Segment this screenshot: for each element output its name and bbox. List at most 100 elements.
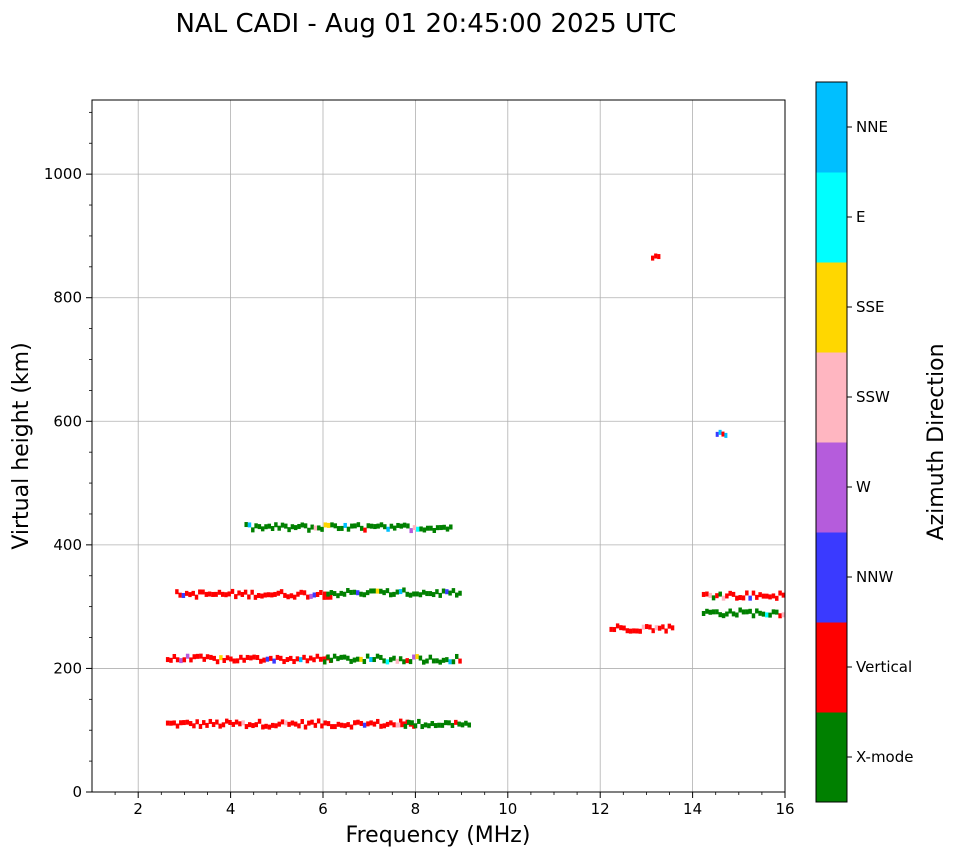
echo-mark — [396, 522, 400, 528]
echo-mark — [273, 591, 277, 597]
echo-mark — [449, 524, 453, 530]
echo-mark — [464, 720, 468, 726]
echo-mark — [447, 720, 451, 726]
y-tick-label: 800 — [53, 289, 82, 307]
x-tick-label: 4 — [226, 800, 236, 818]
echo-mark — [375, 653, 380, 659]
echo-mark — [435, 589, 439, 595]
echo-mark — [781, 592, 786, 598]
echo-mark — [353, 523, 357, 529]
echo-mark — [207, 591, 212, 597]
echo-mark — [211, 591, 215, 597]
echo-mark — [264, 723, 268, 729]
echo-mark — [307, 720, 311, 726]
echo-mark — [408, 659, 413, 665]
echo-mark — [289, 593, 294, 599]
echo-mark — [185, 719, 190, 725]
x-tick-label: 14 — [683, 800, 702, 818]
echo-mark — [194, 594, 199, 600]
echo-mark — [326, 654, 330, 660]
echo-mark — [346, 655, 350, 661]
echo-mark — [454, 719, 458, 725]
echo-mark — [256, 593, 261, 599]
echo-mark — [292, 659, 296, 665]
echo-mark — [615, 623, 620, 629]
echo-mark — [718, 612, 722, 618]
echo-mark — [234, 594, 238, 600]
echo-mark — [172, 720, 176, 726]
echo-mark — [718, 429, 722, 435]
echo-mark — [195, 653, 200, 659]
echo-marks — [165, 253, 786, 730]
echo-mark — [612, 627, 617, 633]
azimuth-colorbar: X-mode Vertical NNW W SSW SSE E NNE — [815, 81, 913, 803]
echo-mark — [270, 722, 275, 728]
echo-mark — [333, 523, 338, 529]
echo-mark — [224, 592, 228, 598]
echo-mark — [295, 656, 300, 662]
echo-mark — [356, 719, 360, 725]
echo-mark — [260, 593, 264, 599]
echo-mark — [350, 523, 354, 529]
echo-mark — [208, 718, 213, 724]
echo-mark — [339, 590, 343, 596]
echo-mark — [748, 608, 752, 614]
echo-mark — [342, 591, 347, 597]
echo-mark — [231, 721, 236, 727]
echo-mark — [372, 721, 377, 727]
echo-mark — [349, 589, 353, 595]
echo-mark — [373, 524, 377, 530]
echo-mark — [293, 721, 298, 727]
echo-mark — [372, 657, 376, 663]
y-tick-label: 0 — [72, 783, 82, 801]
echo-mark — [270, 592, 274, 598]
echo-mark — [365, 653, 370, 659]
echo-mark — [657, 254, 661, 260]
echo-mark — [181, 593, 186, 599]
echo-mark — [419, 526, 423, 532]
echo-mark — [431, 592, 436, 598]
colorbar-tick-label: Vertical — [856, 658, 912, 676]
echo-mark — [423, 722, 428, 728]
echo-mark — [413, 723, 418, 729]
echo-mark — [420, 724, 424, 730]
echo-mark — [654, 625, 659, 631]
echo-mark — [221, 722, 226, 728]
echo-mark — [280, 719, 285, 725]
echo-mark — [298, 657, 303, 663]
echo-mark — [741, 609, 746, 615]
echo-mark — [398, 718, 403, 724]
echo-mark — [274, 723, 278, 729]
echo-mark — [715, 609, 719, 615]
echo-mark — [735, 595, 739, 601]
echo-mark — [738, 595, 742, 601]
echo-mark — [405, 658, 409, 664]
colorbar-label: Azimuth Direction — [924, 343, 949, 540]
echo-mark — [340, 525, 344, 531]
echo-mark — [412, 591, 416, 597]
echo-mark — [765, 612, 769, 618]
echo-mark — [257, 524, 262, 530]
echo-mark — [169, 657, 173, 663]
echo-mark — [428, 654, 433, 660]
echo-mark — [179, 720, 183, 726]
echo-mark — [385, 659, 390, 665]
echo-mark — [439, 525, 443, 531]
echo-mark — [376, 718, 380, 724]
echo-mark — [392, 525, 397, 531]
echo-mark — [725, 611, 729, 617]
echo-mark — [336, 656, 340, 662]
echo-mark — [247, 522, 252, 528]
colorbar-swatch — [816, 82, 847, 173]
echo-mark — [359, 591, 363, 597]
x-tick-label: 10 — [498, 800, 517, 818]
echo-mark — [179, 658, 183, 664]
echo-mark — [369, 588, 373, 594]
echo-mark — [284, 523, 288, 529]
echo-mark — [724, 432, 728, 438]
echo-mark — [287, 527, 291, 533]
echo-mark — [277, 721, 281, 727]
echo-mark — [275, 654, 280, 660]
echo-mark — [308, 655, 313, 661]
echo-mark — [260, 526, 265, 532]
